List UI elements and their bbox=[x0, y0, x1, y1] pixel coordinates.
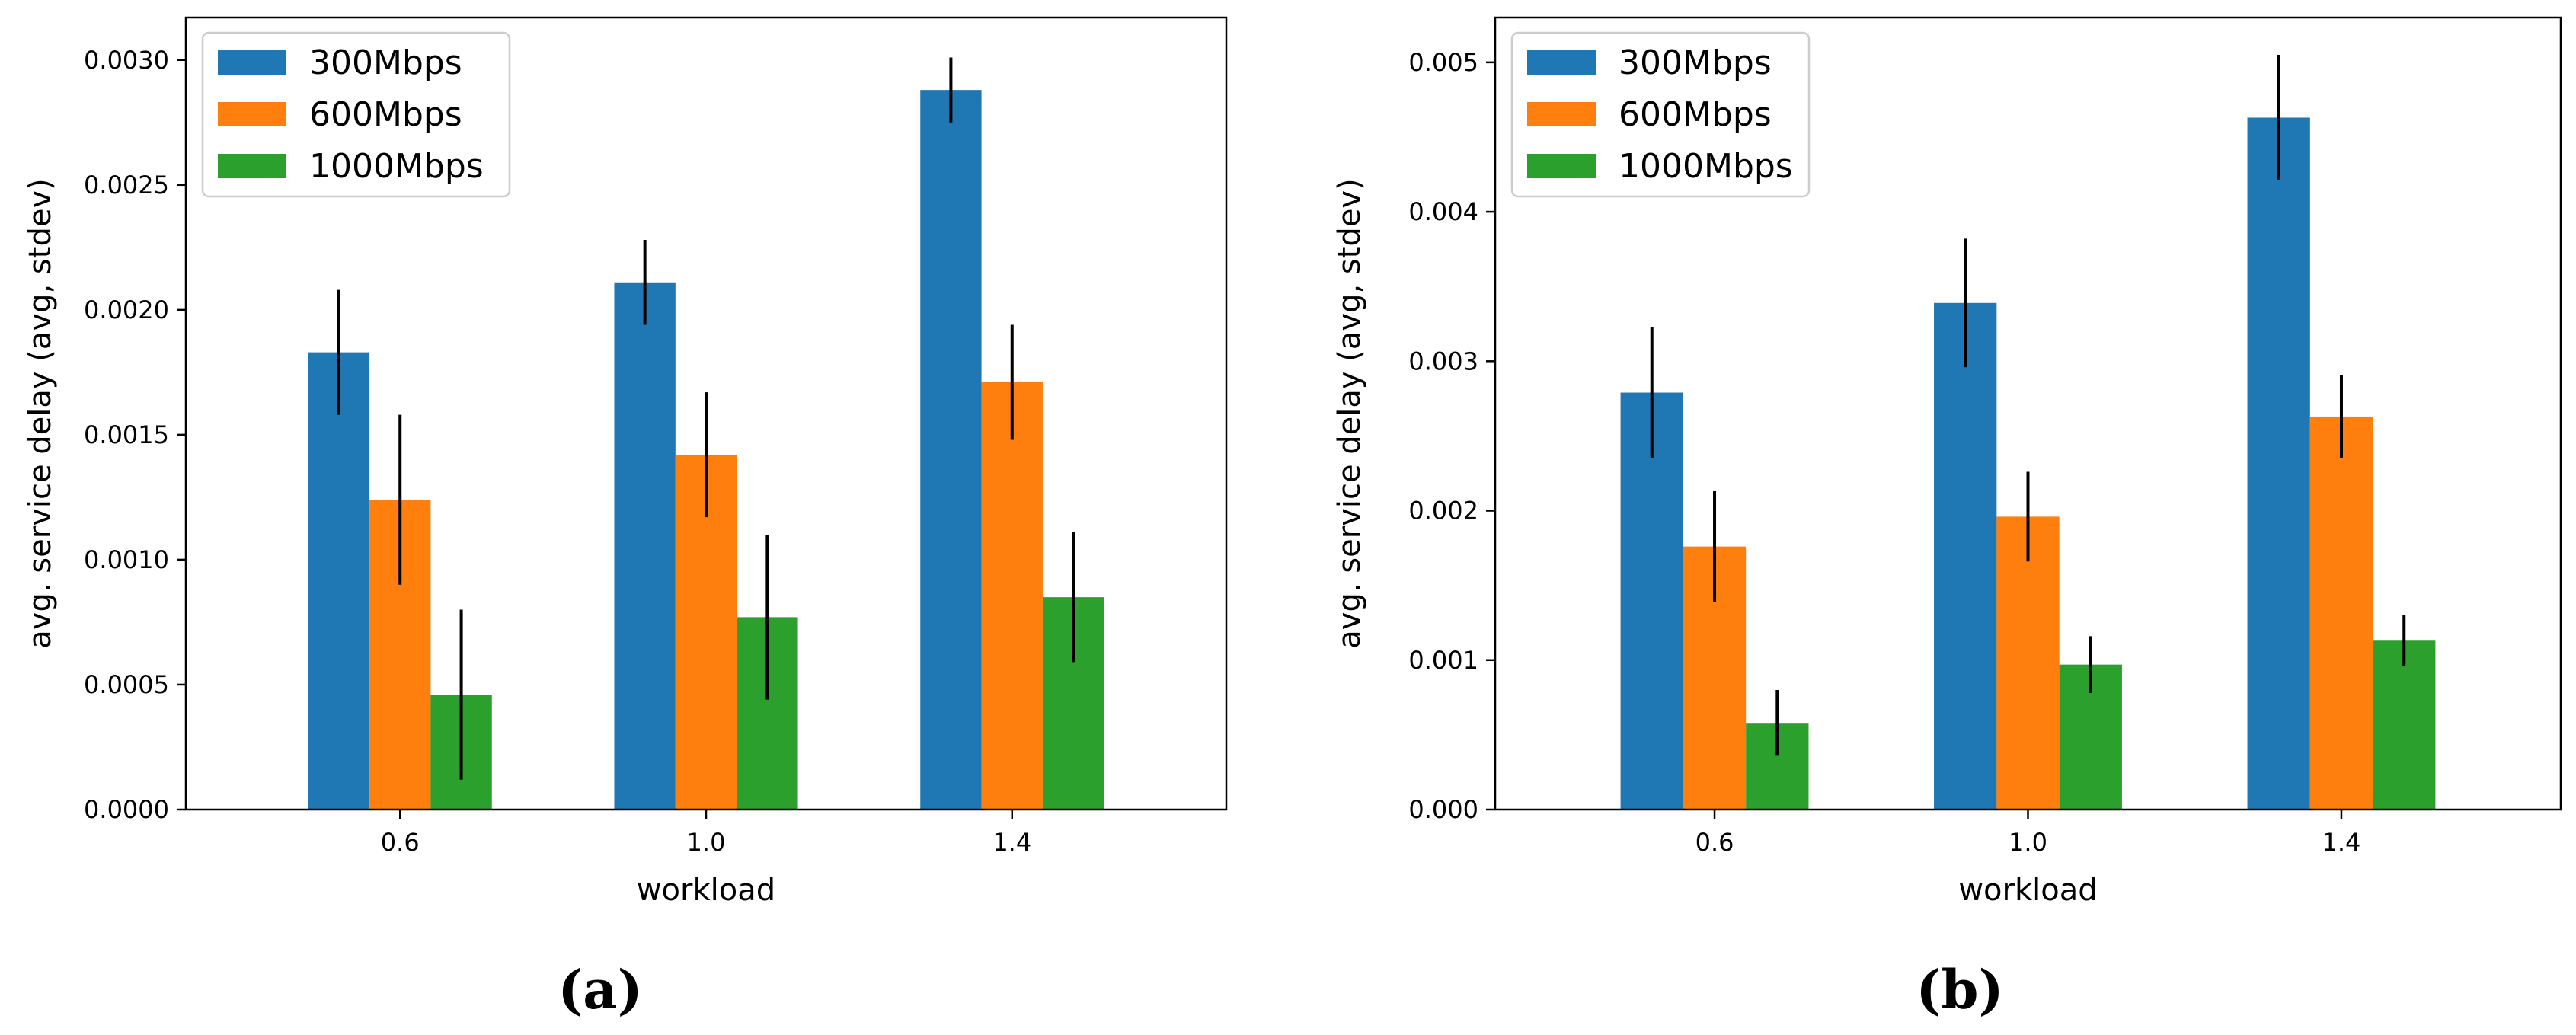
y-tick-label: 0.0005 bbox=[84, 670, 169, 699]
bar-300Mbps-0.6 bbox=[1620, 392, 1683, 810]
y-axis-label: avg. service delay (avg, stdev) bbox=[23, 178, 58, 648]
y-tick-label: 0.0020 bbox=[84, 295, 169, 324]
legend-swatch-600Mbps bbox=[218, 102, 286, 126]
legend-label-1000Mbps: 1000Mbps bbox=[1619, 147, 1793, 186]
bar-300Mbps-1.4 bbox=[2247, 117, 2310, 810]
bar-600Mbps-1.4 bbox=[981, 382, 1043, 810]
y-tick-label: 0.001 bbox=[1408, 646, 1478, 675]
y-tick-label: 0.0015 bbox=[84, 420, 169, 449]
bar-1000Mbps-1.4 bbox=[2373, 640, 2436, 810]
bar-300Mbps-0.6 bbox=[308, 352, 370, 810]
legend-label-600Mbps: 600Mbps bbox=[309, 95, 462, 134]
y-tick-label: 0.004 bbox=[1408, 197, 1478, 226]
legend-label-600Mbps: 600Mbps bbox=[1619, 95, 1772, 134]
y-tick-label: 0.0030 bbox=[84, 46, 169, 75]
x-tick-label: 1.0 bbox=[687, 828, 726, 857]
x-tick-label: 1.4 bbox=[2322, 828, 2361, 857]
panel-label: (b) bbox=[1916, 958, 2003, 1021]
bar-600Mbps-1.4 bbox=[2309, 416, 2373, 810]
legend-swatch-1000Mbps bbox=[1527, 154, 1596, 178]
bar-300Mbps-1.4 bbox=[920, 90, 982, 810]
bar-300Mbps-1.0 bbox=[614, 282, 676, 810]
legend-label-300Mbps: 300Mbps bbox=[1619, 43, 1772, 82]
y-tick-label: 0.0025 bbox=[84, 171, 169, 200]
y-tick-label: 0.0010 bbox=[84, 545, 169, 574]
y-tick-label: 0.0000 bbox=[84, 795, 169, 824]
legend-swatch-600Mbps bbox=[1527, 102, 1596, 126]
legend-label-1000Mbps: 1000Mbps bbox=[309, 147, 484, 186]
legend-swatch-1000Mbps bbox=[218, 154, 286, 178]
x-axis-label: workload bbox=[1958, 873, 2097, 908]
x-tick-label: 0.6 bbox=[381, 828, 420, 857]
legend-swatch-300Mbps bbox=[218, 50, 286, 75]
y-tick-label: 0.003 bbox=[1408, 347, 1478, 375]
y-tick-label: 0.000 bbox=[1408, 795, 1478, 824]
chart-panel-b: 0.000 0.001 0.002 0.003 0.004 0.005 0.6 1.0 1.4 w… bbox=[1332, 16, 2562, 1021]
y-tick-label: 0.005 bbox=[1408, 48, 1478, 77]
x-tick-label: 1.0 bbox=[2009, 828, 2047, 857]
panel-label: (a) bbox=[558, 958, 643, 1021]
x-tick-label: 0.6 bbox=[1695, 828, 1734, 857]
x-tick-label: 1.4 bbox=[992, 828, 1031, 857]
legend-swatch-300Mbps bbox=[1527, 50, 1596, 75]
y-axis-label: avg. service delay (avg, stdev) bbox=[1332, 178, 1367, 648]
chart-panel-a: 0.0000 0.0005 0.0010 0.0015 0.0020 0.0025 0.00… bbox=[23, 16, 1228, 1021]
legend-label-300Mbps: 300Mbps bbox=[309, 43, 462, 82]
bar-300Mbps-1.0 bbox=[1934, 302, 1997, 810]
y-tick-label: 0.002 bbox=[1408, 497, 1478, 525]
bar-600Mbps-1.0 bbox=[1996, 516, 2060, 810]
x-axis-label: workload bbox=[637, 873, 775, 908]
